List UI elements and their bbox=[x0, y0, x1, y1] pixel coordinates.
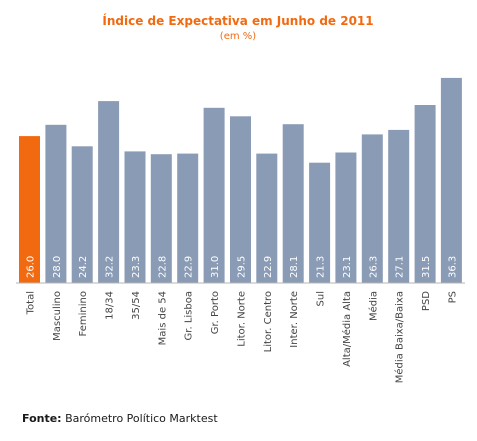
bar-15 bbox=[414, 105, 436, 283]
bar-8 bbox=[230, 116, 251, 283]
category-label-14: Média Baixa/Baixa bbox=[394, 291, 406, 383]
category-labels: Total Masculino Feminino 18/34 35/54 Mais de … bbox=[26, 291, 459, 384]
bar-11 bbox=[309, 162, 331, 283]
bar-4 bbox=[124, 151, 146, 283]
bar-10 bbox=[282, 124, 304, 283]
value-label-5: 22.8 bbox=[157, 256, 168, 278]
bars-group: 26.0 28.0 24.2 32.2 23.3 22.8 22.9 31.0 29.5 22.9… bbox=[19, 77, 462, 284]
bar-14 bbox=[388, 129, 410, 283]
bar-13 bbox=[361, 134, 383, 283]
bar-2 bbox=[71, 146, 93, 283]
bar-7 bbox=[203, 107, 225, 283]
category-label-16: PS bbox=[447, 291, 458, 303]
value-label-7: 31.0 bbox=[210, 256, 221, 278]
value-label-2: 24.2 bbox=[78, 256, 89, 278]
value-label-15: 31.5 bbox=[421, 256, 432, 278]
category-label-10: Inter. Norte bbox=[289, 291, 300, 348]
category-label-15: PSD bbox=[421, 291, 432, 311]
bar-3 bbox=[98, 101, 120, 283]
category-label-12: Alta/Média Alta bbox=[341, 291, 353, 367]
value-label-11: 21.3 bbox=[316, 256, 327, 278]
value-label-10: 28.1 bbox=[289, 256, 300, 278]
chart-title: Índice de Expectativa em Junho de 2011 bbox=[102, 13, 373, 28]
value-label-14: 27.1 bbox=[395, 256, 406, 278]
category-label-13: Média bbox=[367, 291, 379, 321]
source-footer: Fonte: Barómetro Político Marktest bbox=[22, 412, 218, 425]
category-label-4: 35/54 bbox=[131, 291, 142, 320]
bar-1 bbox=[45, 124, 67, 283]
category-label-0: Total bbox=[26, 291, 37, 315]
category-label-8: Litor. Norte bbox=[237, 291, 248, 347]
value-label-9: 22.9 bbox=[263, 256, 274, 278]
category-label-3: 18/34 bbox=[105, 291, 116, 320]
source-text: Barómetro Político Marktest bbox=[65, 412, 218, 425]
bar-0 bbox=[19, 136, 40, 283]
value-label-13: 26.3 bbox=[368, 256, 379, 278]
category-label-2: Feminino bbox=[78, 291, 89, 336]
bar-6 bbox=[177, 153, 199, 283]
category-label-6: Gr. Lisboa bbox=[184, 291, 195, 340]
value-label-0: 26.0 bbox=[26, 256, 37, 278]
category-label-5: Mais de 54 bbox=[157, 291, 168, 345]
bar-12 bbox=[335, 152, 357, 283]
chart-subtitle: (em %) bbox=[220, 31, 256, 42]
value-label-6: 22.9 bbox=[184, 256, 195, 278]
category-label-1: Masculino bbox=[52, 291, 63, 341]
source-label: Fonte: bbox=[22, 412, 62, 425]
value-label-8: 29.5 bbox=[237, 256, 248, 278]
bar-16 bbox=[440, 77, 462, 284]
category-label-9: Litor. Centro bbox=[263, 291, 274, 352]
value-label-1: 28.0 bbox=[52, 256, 63, 278]
category-label-11: Sul bbox=[316, 291, 327, 306]
value-label-3: 32.2 bbox=[105, 256, 116, 278]
bar-9 bbox=[256, 153, 278, 283]
category-label-7: Gr. Porto bbox=[210, 291, 221, 334]
value-label-12: 23.1 bbox=[342, 256, 353, 278]
bar-5 bbox=[150, 154, 172, 283]
value-label-4: 23.3 bbox=[131, 256, 142, 278]
value-label-16: 36.3 bbox=[447, 256, 458, 278]
